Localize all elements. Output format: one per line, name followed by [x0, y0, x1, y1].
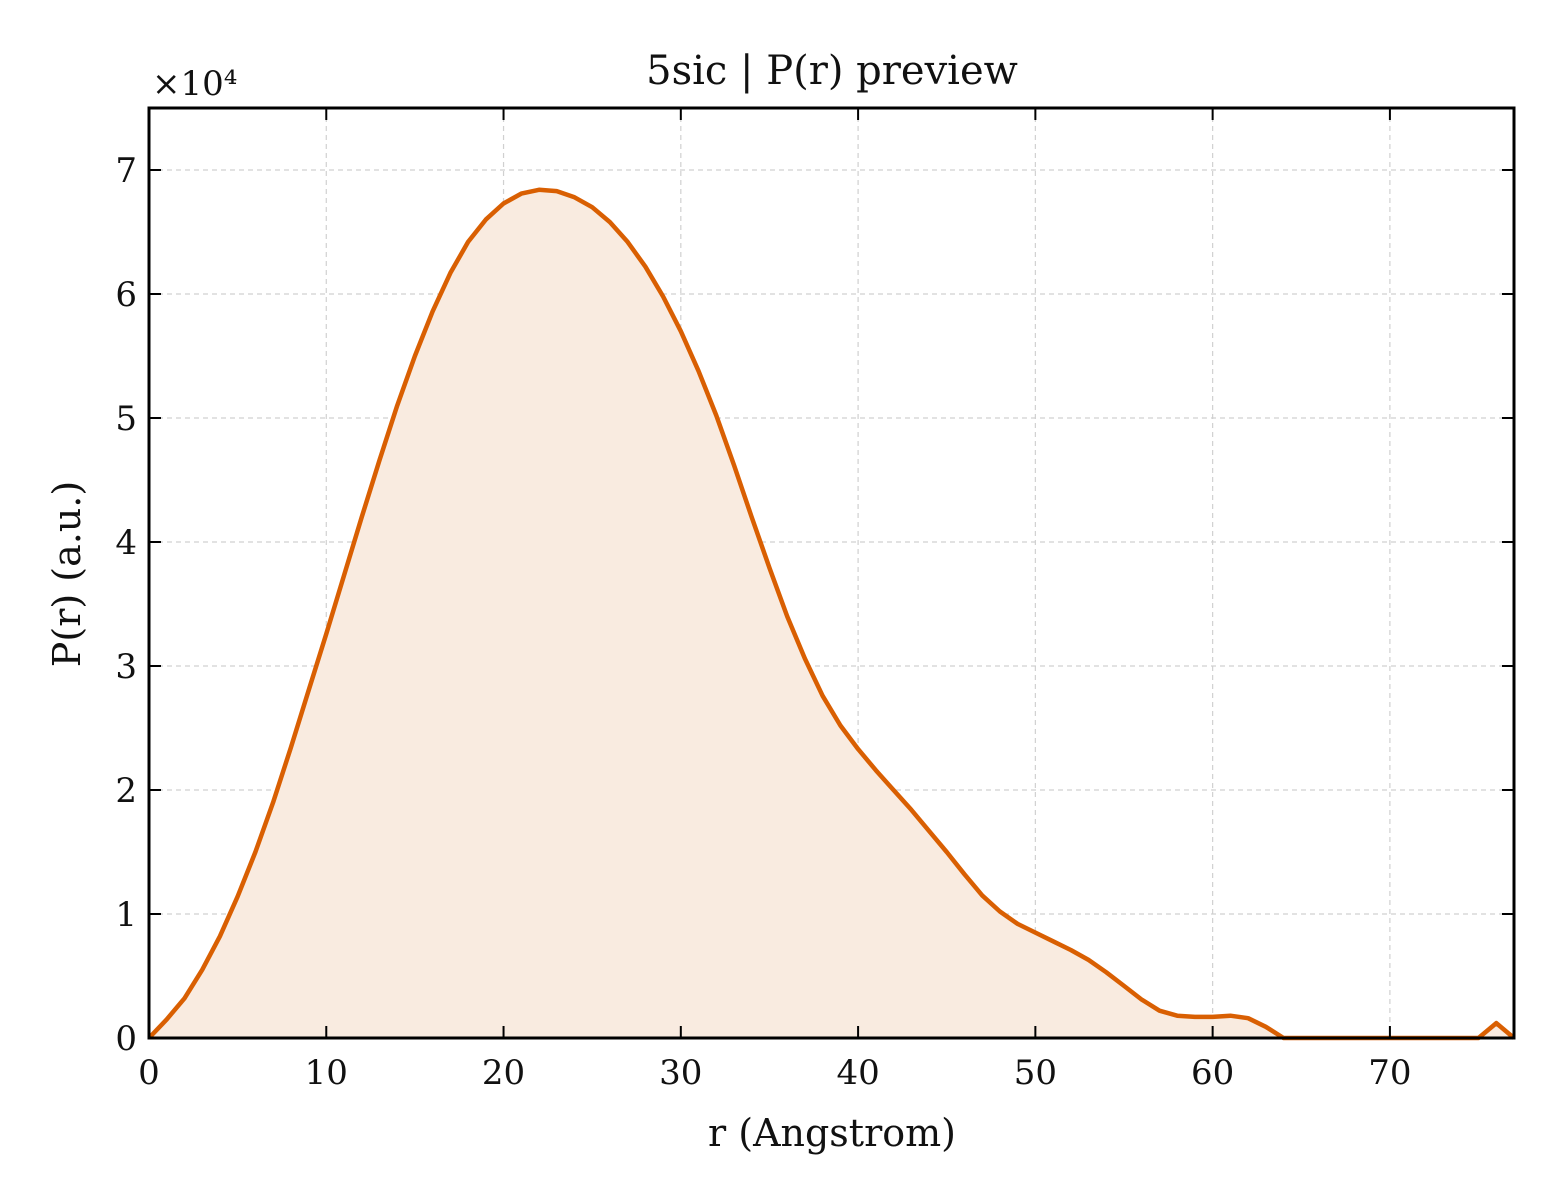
x-tick-label: 30 — [659, 1053, 702, 1093]
x-tick-label: 10 — [305, 1053, 348, 1093]
y-tick-label: 3 — [115, 647, 137, 687]
y-tick-label: 6 — [115, 275, 137, 315]
x-tick-label: 70 — [1368, 1053, 1411, 1093]
x-tick-label: 0 — [138, 1053, 160, 1093]
y-tick-label: 0 — [115, 1019, 137, 1059]
y-multiplier-label: ×10⁴ — [152, 64, 237, 104]
series-area-fill — [149, 189, 1514, 1039]
x-tick-label: 20 — [482, 1053, 525, 1093]
x-tick-label: 60 — [1191, 1053, 1234, 1093]
y-tick-label: 7 — [115, 151, 137, 191]
y-axis-label: P(r) (a.u.) — [45, 481, 89, 667]
plot-frame — [147, 106, 1516, 1040]
chart-title: 5sic | P(r) preview — [646, 48, 1018, 94]
y-tick-label: 2 — [115, 771, 137, 811]
x-tick-label: 40 — [836, 1053, 879, 1093]
y-tick-label: 4 — [115, 523, 137, 563]
x-tick-label: 50 — [1014, 1053, 1057, 1093]
y-tick-label: 5 — [115, 399, 137, 439]
y-tick-label: 1 — [115, 895, 137, 935]
tick-labels: 0 10 20 30 40 50 60 70 0 1 2 3 4 5 6 7 — [115, 151, 1411, 1093]
x-axis-label: r (Angstrom) — [708, 1111, 956, 1155]
